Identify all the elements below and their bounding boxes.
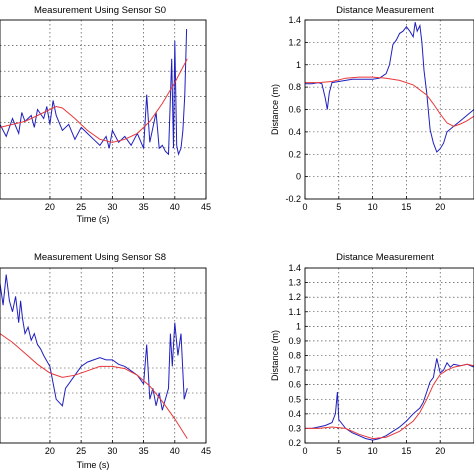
y-tick-label: 1.3	[288, 278, 301, 288]
series-line-1	[305, 358, 474, 441]
y-tick-label: 0.2	[288, 149, 301, 159]
x-axis-label: Time (s)	[77, 214, 110, 224]
x-tick-label: 30	[107, 446, 117, 456]
y-tick-label: 1.1	[288, 307, 301, 317]
y-tick-label: 0.6	[288, 105, 301, 115]
x-tick-label: 25	[76, 202, 86, 212]
series-line-2	[305, 76, 474, 127]
y-tick-label: 1.2	[288, 292, 301, 302]
x-tick-label: 5	[336, 446, 341, 456]
x-tick-label: 0	[302, 446, 307, 456]
y-tick-label: 1	[296, 60, 301, 70]
y-tick-label: 0.5	[288, 394, 301, 404]
series-line-1	[305, 22, 474, 153]
chart-title: Distance Measurement	[336, 5, 434, 16]
axes-frame	[304, 267, 474, 444]
chart-panel-4: 0 5 10 15 20 0.2 0.3 0.4 0.5 0.6 0.7 0.8 0.9 1 1.1 1.2 1…	[270, 252, 474, 456]
y-tick-label: 1.2	[288, 37, 301, 47]
x-tick-label: 0	[302, 202, 307, 212]
x-tick-label: 10	[368, 202, 378, 212]
x-tick-label: 5	[336, 202, 341, 212]
x-tick-label: 20	[45, 446, 55, 456]
y-tick-label: 1	[296, 321, 301, 331]
axes-frame	[0, 19, 207, 200]
y-tick-label: 0.8	[288, 82, 301, 92]
series-line-2	[0, 333, 188, 439]
x-tick-label: 25	[76, 446, 86, 456]
series-line-2	[305, 363, 474, 440]
y-tick-label: 0.2	[288, 438, 301, 448]
chart-title: Measurement Using Sensor S0	[34, 5, 166, 16]
chart-title: Measurement Using Sensor S8	[34, 252, 166, 263]
chart-title: Distance Measurement	[336, 252, 434, 263]
x-tick-label: 45	[201, 202, 211, 212]
x-axis-label: Time (s)	[77, 460, 110, 470]
x-tick-label: 35	[139, 446, 149, 456]
plot-area	[0, 20, 206, 199]
chart-panel-2: 0 5 10 15 20-0.200.20.40.60.811.21.4Distance…	[270, 5, 474, 212]
x-tick-label: 35	[139, 202, 149, 212]
y-tick-label: 0	[296, 172, 301, 182]
chart-panel-3: 20 25 30 35 40 45 Measurement Using Sensor S8 T…	[0, 252, 211, 470]
x-tick-label: 40	[170, 202, 180, 212]
y-tick-label: -0.2	[285, 194, 301, 204]
y-axis-label: Distance (m)	[270, 84, 280, 135]
y-tick-label: 0.7	[288, 365, 301, 375]
x-tick-label: 20	[435, 202, 445, 212]
x-tick-label: 20	[435, 446, 445, 456]
y-tick-label: 0.4	[288, 127, 301, 137]
x-tick-label: 15	[401, 446, 411, 456]
y-tick-label: 1.4	[288, 15, 301, 25]
y-tick-label: 1.4	[288, 263, 301, 273]
y-tick-label: 0.4	[288, 409, 301, 419]
x-tick-label: 40	[170, 446, 180, 456]
axes-frame	[304, 19, 474, 200]
y-tick-label: 0.9	[288, 336, 301, 346]
plot-area	[0, 268, 206, 443]
y-axis-label: Distance (m)	[270, 330, 280, 381]
y-tick-label: 0.3	[288, 423, 301, 433]
x-tick-label: 45	[201, 446, 211, 456]
x-tick-label: 10	[368, 446, 378, 456]
y-tick-label: 0.8	[288, 351, 301, 361]
x-tick-label: 20	[45, 202, 55, 212]
chart-panel-1: 20 25 30 35 40 45 Measurement Using Sensor S0 T…	[0, 5, 211, 224]
axes-frame	[0, 267, 207, 444]
x-tick-label: 30	[107, 202, 117, 212]
series-line-2	[0, 58, 188, 143]
series-line-1	[0, 274, 188, 411]
series-line-1	[0, 28, 188, 156]
x-tick-label: 15	[401, 202, 411, 212]
y-tick-label: 0.6	[288, 380, 301, 390]
